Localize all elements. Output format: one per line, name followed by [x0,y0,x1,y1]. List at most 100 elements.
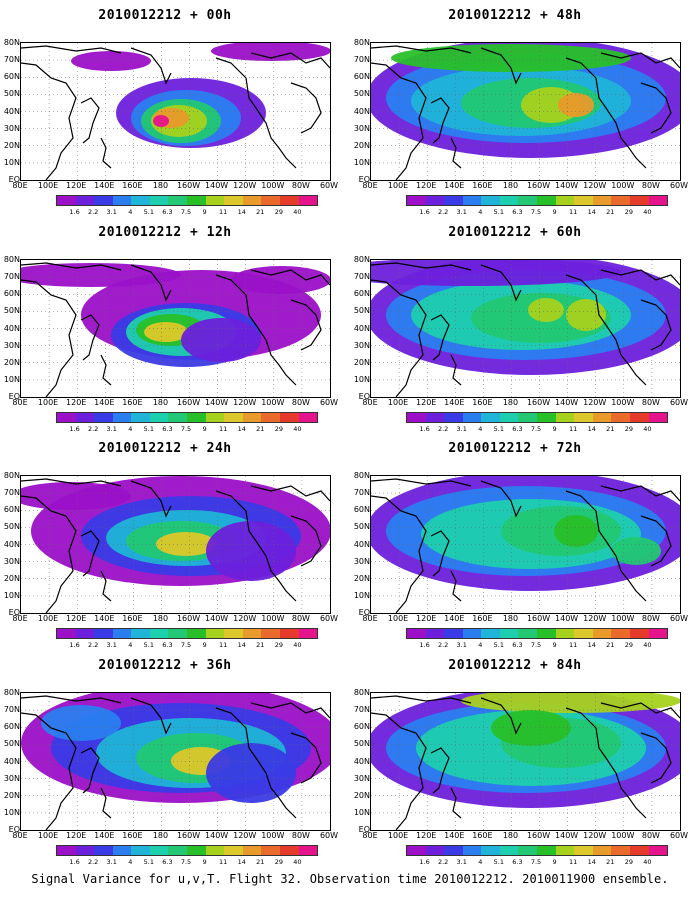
variance-contour-region [211,43,330,61]
colorbar-swatch [425,196,445,205]
colorbar-swatch [537,629,556,638]
colorbar-swatch [555,629,575,638]
latitude-tick-label: 20N [3,357,20,367]
colorbar-level-label: 1.6 [419,858,430,866]
latitude-tick-label: 20N [353,357,370,367]
colorbar-level-label: 9 [552,425,557,433]
colorbar-level-label: 3.1 [456,641,467,649]
colorbar-level-label: 40 [643,208,652,216]
latitude-tick-label: 60N [3,289,20,299]
coastline [250,702,330,719]
latitude-tick-label: 50N [3,306,20,316]
colorbar-swatch [407,629,426,638]
longitude-tick-label: 160W [176,614,201,623]
longitude-tick-label: 160E [122,614,143,623]
colorbar-level-label: 3.1 [106,208,117,216]
latitude-tick-label: 10N [353,374,370,384]
colorbar-level-label: 9 [202,858,207,866]
colorbar-swatch [94,846,113,855]
longitude-tick-label: 100E [37,181,59,190]
longitude-tick-label: 140E [94,398,115,407]
colorbar-level-label: 40 [293,425,302,433]
colorbar-level-label: 29 [274,858,283,866]
latitude-tick-label: 80N [3,255,20,264]
latitude-tick-label: EQ [8,825,20,834]
colorbar-level-label: 2.2 [87,858,99,866]
figure-caption: Signal Variance for u,v,T. Flight 32. Ob… [31,872,669,886]
longitude-tick-label: 180 [502,831,519,840]
colorbar-level-label: 9 [202,425,207,433]
colorbar-swatch [555,413,575,422]
colorbar-swatch [242,413,262,422]
longitude-tick-label: 80E [362,614,378,623]
longitude-tick-label: 100W [261,398,285,407]
latitude-tick-label: EQ [8,608,20,617]
colorbar-swatch [75,629,95,638]
latitude-tick-label: EQ [358,175,370,184]
latitude-tick-label: EQ [358,608,370,617]
coastline [480,480,522,518]
colorbar-level-label: 4 [128,858,133,866]
colorbar-level-label: 11 [569,425,578,433]
longitude-tick-label: 160E [472,614,493,623]
colorbar-swatch [94,196,113,205]
coastline [565,274,647,386]
colorbar-level-label: 21 [256,641,265,649]
colorbar-swatch [298,413,318,422]
colorbar-level-label: 5.1 [493,641,505,649]
colorbar-swatch [648,196,668,205]
latitude-tick-label: 10N [353,590,370,600]
longitude-tick-label: 120W [583,398,607,407]
longitude-tick-label: 120W [233,398,257,407]
panel-title: 2010012212 + 72h [448,441,582,456]
colorbar-level-label: 21 [256,858,265,866]
longitude-tick-label: 60W [669,181,689,190]
latitude-tick-label: 20N [353,140,370,150]
colorbar [56,195,318,206]
coastline [21,495,77,613]
latitude-tick-label: 70N [3,55,20,65]
variance-contour-region [558,93,594,117]
coastline [215,274,297,386]
colorbar-swatch [224,196,243,205]
latitude-tick-label: 20N [353,790,370,800]
colorbar-level-label: 3.1 [456,858,467,866]
coastline [215,57,297,169]
coastline [215,707,297,819]
coastline [480,47,522,85]
colorbar-level-label: 3.1 [456,425,467,433]
latitude-tick-label: 30N [353,123,370,133]
longitude-tick-label: 100W [611,614,635,623]
colorbar-swatch [149,629,169,638]
longitude-tick-label: 180 [502,614,519,623]
longitude-tick-label: 180 [152,614,169,623]
longitude-tick-label: 160W [176,398,201,407]
latitude-tick-label: 30N [353,773,370,783]
colorbar-swatch [499,413,519,422]
colorbar-swatch [481,413,500,422]
latitude-tick-label: 80N [3,688,20,697]
colorbar-swatch [224,629,243,638]
coastline [100,137,112,169]
latitude-tick-label: 30N [353,556,370,566]
colorbar-swatch [149,413,169,422]
longitude-tick-label: 120E [66,831,87,840]
coastline [250,269,330,286]
coastline [80,747,100,794]
latitude-tick-label: 20N [353,573,370,583]
map-plot-area [20,692,331,831]
colorbar-level-label: 4 [478,641,483,649]
panel-title: 2010012212 + 36h [98,658,232,673]
colorbar-swatch [279,413,299,422]
latitude-tick-label: 50N [353,522,370,532]
coastline [21,712,77,830]
longitude-tick-label: 120W [233,614,257,623]
coastline [290,82,322,134]
variance-contour-region [491,710,571,746]
colorbar-swatch [112,629,132,638]
colorbar-swatch [407,413,426,422]
colorbar-level-label: 5.1 [143,641,155,649]
latitude-tick-label: 30N [3,556,20,566]
map-panel: 2010012212 + 48h 80N 70N 60N 50N 40N 30N 20N 10N… [350,0,688,216]
colorbar-level-label: 9 [202,208,207,216]
